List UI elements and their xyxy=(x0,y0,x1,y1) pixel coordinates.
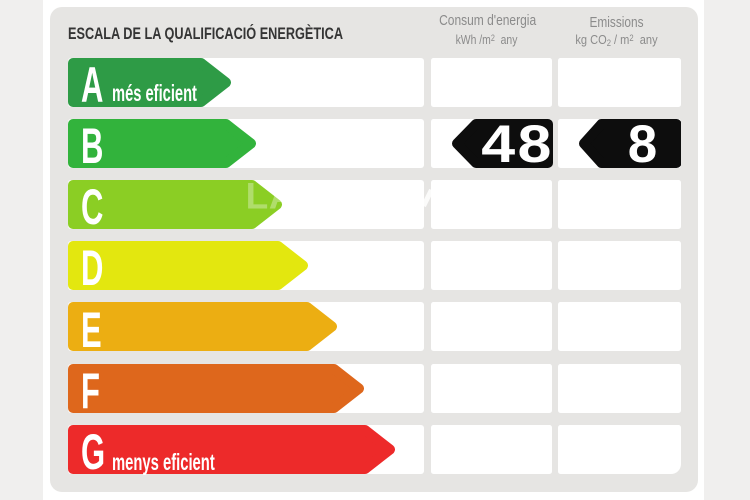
svg-text:LA: LA xyxy=(246,180,282,217)
